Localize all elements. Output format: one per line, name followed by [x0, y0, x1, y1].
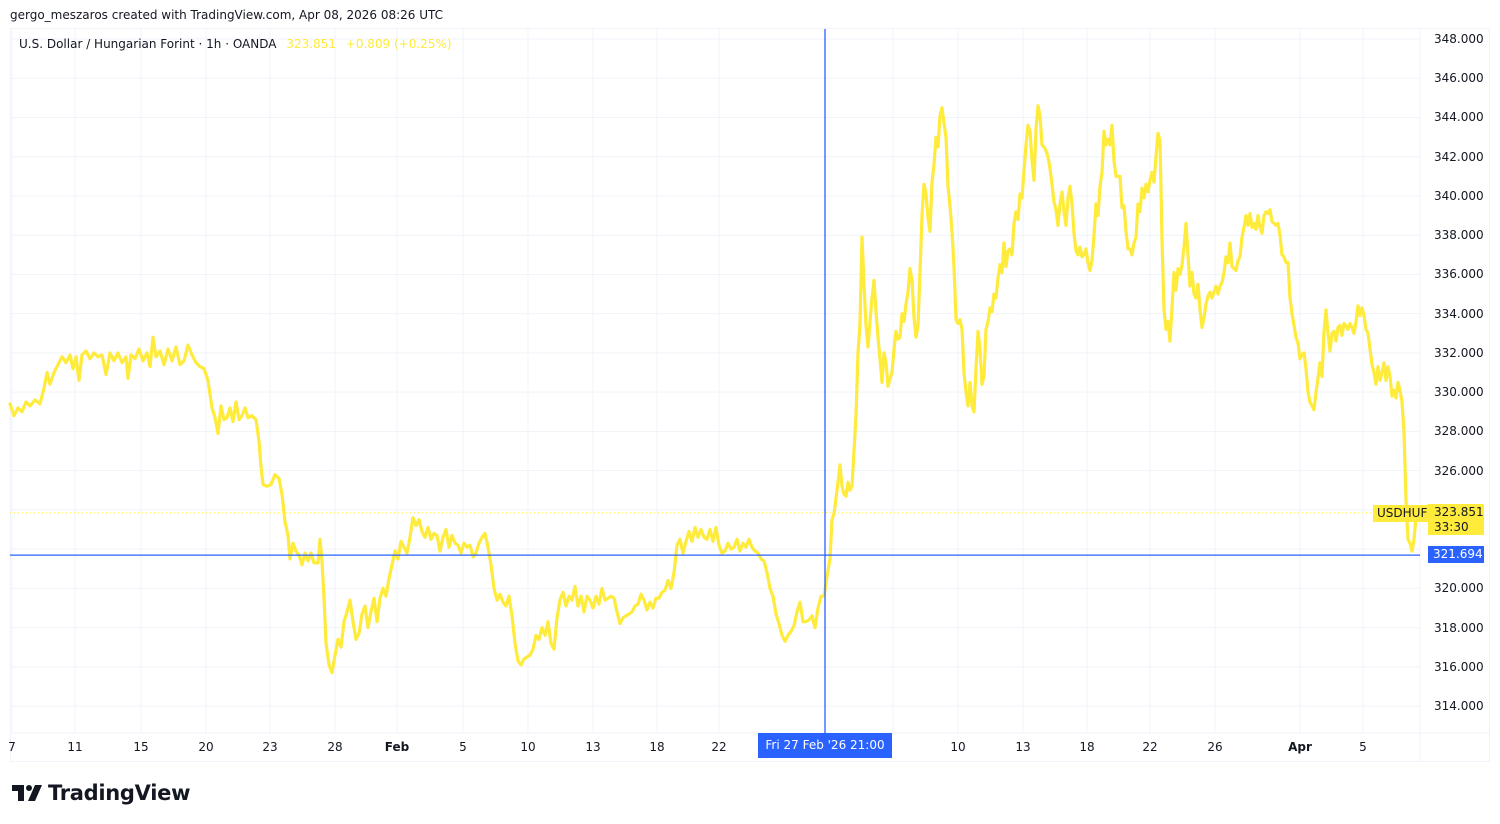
tradingview-logo-icon	[12, 785, 42, 801]
price-axis-tick: 326.000	[1434, 463, 1484, 478]
price-axis-tick: 342.000	[1434, 149, 1484, 164]
time-axis-tick: 15	[133, 740, 149, 754]
price-axis-tick: 320.000	[1434, 581, 1484, 596]
time-axis-tick: 13	[585, 740, 601, 754]
time-axis-tick: Feb	[384, 740, 410, 754]
price-line	[8, 104, 1420, 675]
price-axis-tick: 346.000	[1434, 71, 1484, 86]
time-axis-tick: 22	[711, 740, 727, 754]
time-axis-tick: 10	[950, 740, 966, 754]
price-axis-tick: 340.000	[1434, 188, 1484, 203]
price-axis-tick: 328.000	[1434, 424, 1484, 439]
chart-attribution: gergo_meszaros created with TradingView.…	[10, 8, 444, 22]
price-axis-tick: 336.000	[1434, 267, 1484, 282]
bar-countdown: 33:30	[1434, 520, 1469, 534]
tradingview-logo[interactable]: TradingView	[12, 781, 190, 805]
price-axis-tick: 318.000	[1434, 620, 1484, 635]
time-axis-tick: 10	[520, 740, 536, 754]
price-axis-tick: 334.000	[1434, 306, 1484, 321]
grid-lines	[10, 29, 1420, 733]
time-axis-tick: 18	[649, 740, 665, 754]
price-axis-tick: 338.000	[1434, 228, 1484, 243]
crosshair-date-tag: Fri 27 Feb '26 21:00	[758, 733, 892, 758]
time-axis-tick: 22	[1142, 740, 1158, 754]
chart-frame	[10, 28, 1490, 762]
legend-last-price: 323.851	[286, 37, 336, 51]
time-axis-tick: 13	[1015, 740, 1031, 754]
symbol-tag: USDHUF	[1373, 505, 1432, 522]
symbol-legend[interactable]: U.S. Dollar / Hungarian Forint · 1h · OA…	[19, 37, 452, 51]
time-axis-tick: 5	[459, 740, 467, 754]
last-price-value: 323.851	[1434, 505, 1484, 519]
price-axis-tick: 348.000	[1434, 32, 1484, 46]
time-axis-tick: 7	[8, 740, 16, 754]
time-axis-tick: 18	[1079, 740, 1095, 754]
price-axis-tick: 332.000	[1434, 345, 1484, 360]
price-axis-tick: 330.000	[1434, 385, 1484, 400]
last-price-tag: 323.851 33:30	[1428, 504, 1484, 535]
time-axis-tick: 23	[262, 740, 278, 754]
time-axis-tick: 26	[1207, 740, 1223, 754]
legend-change: +0.809 (+0.25%)	[345, 37, 452, 51]
time-axis-tick: 28	[327, 740, 343, 754]
time-axis-tick: 20	[198, 740, 214, 754]
price-axis-tick: 344.000	[1434, 110, 1484, 125]
price-axis-tick: 314.000	[1434, 699, 1484, 714]
tradingview-logo-text: TradingView	[48, 781, 191, 805]
time-axis-tick: Apr	[1288, 740, 1312, 754]
price-axis-tick: 316.000	[1434, 659, 1484, 674]
time-axis-tick: 11	[67, 740, 83, 754]
legend-title: U.S. Dollar / Hungarian Forint · 1h · OA…	[19, 37, 277, 51]
time-axis-tick: 5	[1359, 740, 1367, 754]
crosshair-price-tag: 321.694	[1428, 546, 1484, 563]
